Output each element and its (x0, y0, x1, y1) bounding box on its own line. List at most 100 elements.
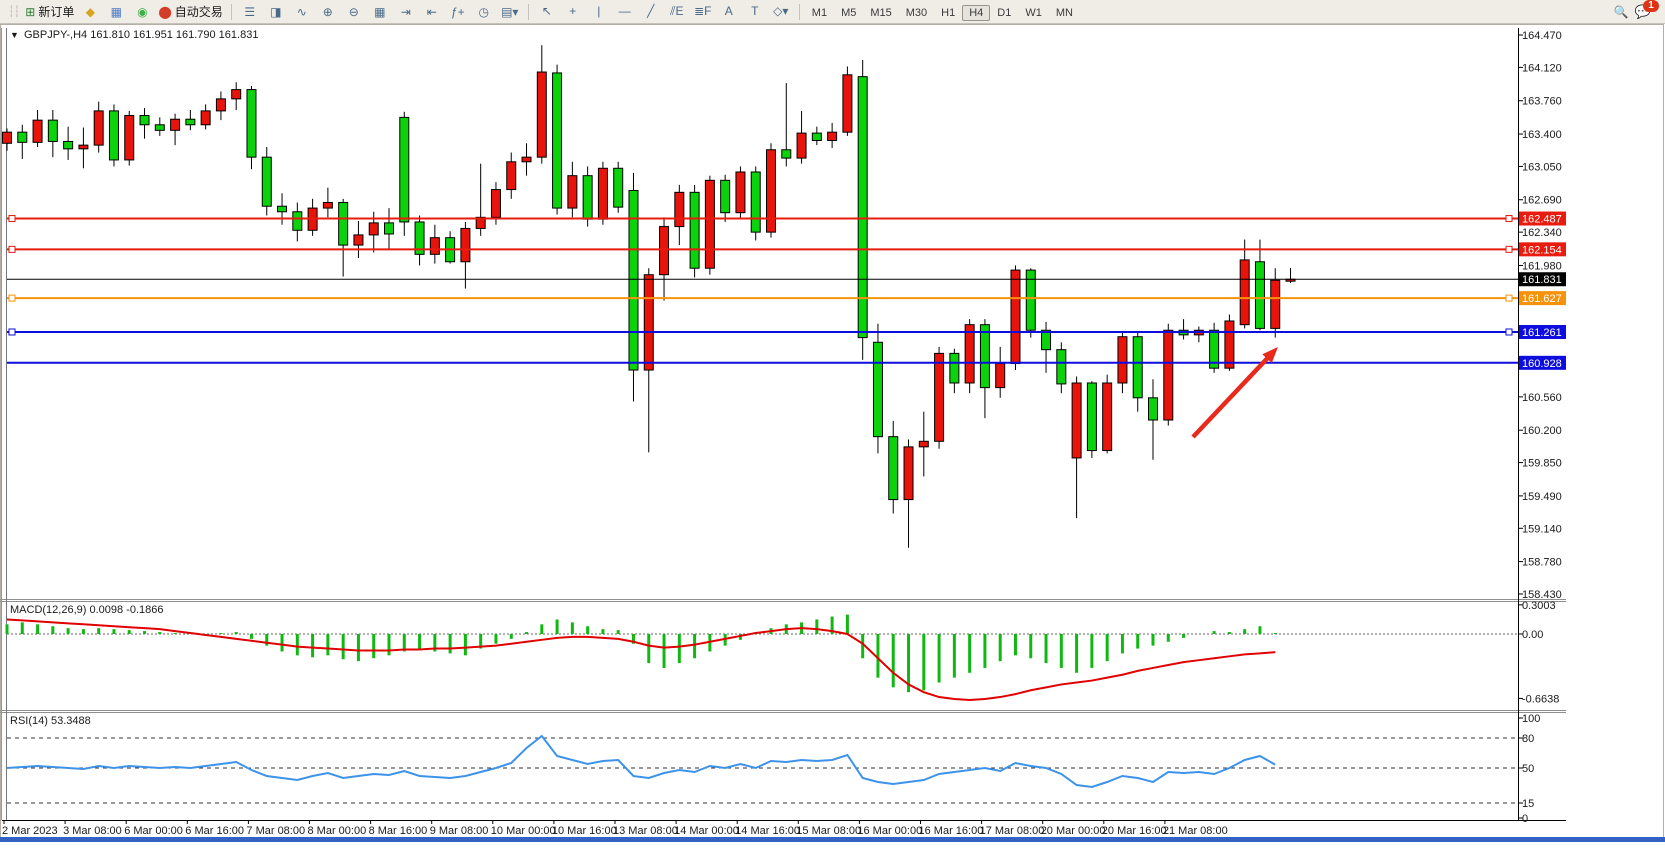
price-line-label-bg (1519, 355, 1566, 370)
indicators-button[interactable]: ƒ+ (445, 2, 471, 22)
candle-body (32, 119, 43, 143)
timeframe-W1[interactable]: W1 (1025, 6, 1042, 19)
shapes-icon: ◇▾ (773, 4, 789, 19)
periods-button[interactable]: ◷ (471, 2, 497, 22)
toolbar-drag-handle[interactable]: ┆┆ (8, 6, 20, 18)
search-icon[interactable]: 🔍 (1613, 4, 1629, 19)
channel-button[interactable]: ⫽E (664, 2, 690, 22)
candle-body (735, 171, 746, 214)
candle-body (399, 116, 410, 223)
line-handle[interactable] (1505, 215, 1513, 223)
macd-axis-label: 0.00 (1522, 629, 1543, 641)
equidistant-channel-icon: ⫽E (670, 4, 684, 19)
time-tick-label: 20 Mar 16:00 (1102, 825, 1167, 837)
market-watch-button[interactable]: ◆ (77, 2, 103, 22)
auto-trading-button[interactable]: ⬤ 自动交易 (155, 2, 225, 22)
bar-chart-icon: ☰ (244, 4, 256, 19)
price-line-161.627[interactable]: 161.627 (7, 291, 1566, 306)
timeframe-D1[interactable]: D1 (997, 6, 1012, 19)
price-line-161.831[interactable]: 161.831 (7, 272, 1566, 287)
new-order-button[interactable]: ⊞ 新订单 (22, 2, 77, 22)
chart-canvas[interactable]: 164.470 164.120 163.760 163.400 163.050 162.6… (0, 24, 1665, 843)
crosshair-button[interactable]: + (560, 1, 586, 21)
candle-body (674, 191, 685, 228)
candle-body (659, 226, 670, 276)
candlestick-chart-button[interactable]: ◨ (263, 2, 289, 22)
candle-body (231, 89, 242, 100)
candle-body (292, 211, 303, 231)
candle-body (1209, 329, 1220, 369)
price-tick-label: 162.340 (1522, 227, 1562, 239)
line-handle[interactable] (1505, 294, 1513, 302)
candle-body (689, 191, 700, 269)
candle-body (1025, 269, 1036, 331)
text-label-button[interactable]: T (742, 1, 768, 21)
time-tick-label: 15 Mar 08:00 (796, 825, 861, 837)
timeframe-H1[interactable]: H1 (941, 6, 956, 19)
clock-icon: ◷ (478, 4, 490, 19)
candle-body (1163, 329, 1174, 421)
zoom-out-icon: ⊖ (348, 4, 359, 19)
line-chart-icon: ∿ (296, 4, 307, 19)
tile-windows-button[interactable]: ▦ (367, 2, 393, 22)
bottom-accent-strip (0, 837, 1665, 842)
price-line-162.154[interactable]: 162.154 (7, 242, 1566, 257)
toolbar-draw-group: ↖ + | — ╱ ⫽E ≣F A T ◇▾ (534, 1, 794, 22)
price-line-label: 161.831 (1522, 274, 1562, 286)
time-tick-label: 7 Mar 08:00 (246, 825, 305, 837)
line-handle[interactable] (8, 245, 16, 253)
collapse-icon: ▼ (10, 30, 19, 40)
arrow-annotation[interactable] (1191, 347, 1278, 439)
time-tick-label: 17 Mar 08:00 (980, 825, 1045, 837)
auto-scroll-button[interactable]: ⇥ (393, 2, 419, 22)
timeframe-MN[interactable]: MN (1055, 6, 1073, 19)
fibonacci-button[interactable]: ≣F (690, 1, 716, 21)
price-line-162.487[interactable]: 162.487 (7, 211, 1566, 226)
zoom-in-button[interactable]: ⊕ (315, 2, 341, 22)
candle-body (200, 110, 211, 126)
timeframe-H4[interactable]: H4 (962, 4, 991, 21)
line-handle[interactable] (1505, 328, 1513, 336)
bar-chart-button[interactable]: ☰ (237, 2, 263, 22)
timeframe-M5[interactable]: M5 (841, 6, 857, 19)
line-handle[interactable] (8, 328, 16, 336)
line-chart-button[interactable]: ∿ (289, 2, 315, 22)
auto-trading-icon: ⬤ (158, 4, 172, 19)
candle-body (93, 110, 104, 146)
candles-group (2, 45, 1296, 548)
candle-body (811, 132, 822, 142)
timeframe-M30[interactable]: M30 (905, 6, 928, 19)
candle-body (552, 72, 563, 209)
candle-body (139, 115, 150, 126)
zoom-out-button[interactable]: ⊖ (341, 2, 367, 22)
shapes-button[interactable]: ◇▾ (768, 1, 794, 21)
trendline-button[interactable]: ╱ (638, 1, 664, 21)
candle-body (1132, 336, 1143, 399)
chat-icon[interactable]: 💬 1 (1635, 0, 1659, 20)
templates-button[interactable]: ▤▾ (497, 2, 523, 22)
line-handle[interactable] (8, 215, 16, 223)
timeframe-M1[interactable]: M1 (811, 6, 828, 19)
price-line-160.928[interactable]: 160.928 (7, 355, 1566, 370)
price-line-label-bg (1519, 211, 1566, 226)
price-line-label: 162.154 (1522, 244, 1562, 256)
line-handle[interactable] (8, 294, 16, 302)
price-tick-label: 163.400 (1522, 129, 1562, 141)
cursor-button[interactable]: ↖ (534, 1, 560, 21)
vertical-line-button[interactable]: | (586, 1, 612, 21)
chart-shift-button[interactable]: ⇤ (419, 2, 445, 22)
horizontal-line-button[interactable]: — (612, 1, 638, 21)
signals-button[interactable]: ◉ (129, 2, 155, 22)
candle-body (567, 175, 578, 209)
time-tick-label: 14 Mar 00:00 (674, 825, 739, 837)
arrow-line[interactable] (1191, 354, 1272, 439)
chart-window-button[interactable]: ▦ (103, 2, 129, 22)
price-axis[interactable]: 164.470 164.120 163.760 163.400 163.050 162.6… (1519, 30, 1562, 601)
signal-icon: ◉ (137, 4, 148, 19)
text-button[interactable]: A (716, 1, 742, 21)
line-handle[interactable] (1505, 245, 1513, 253)
time-axis[interactable]: 2 Mar 2023 3 Mar 08:00 6 Mar 00:00 6 Mar 16… (2, 820, 1228, 837)
timeframe-M15[interactable]: M15 (870, 6, 892, 19)
price-line-161.261[interactable]: 161.261 (7, 324, 1566, 339)
text-label-icon: T (751, 4, 759, 19)
